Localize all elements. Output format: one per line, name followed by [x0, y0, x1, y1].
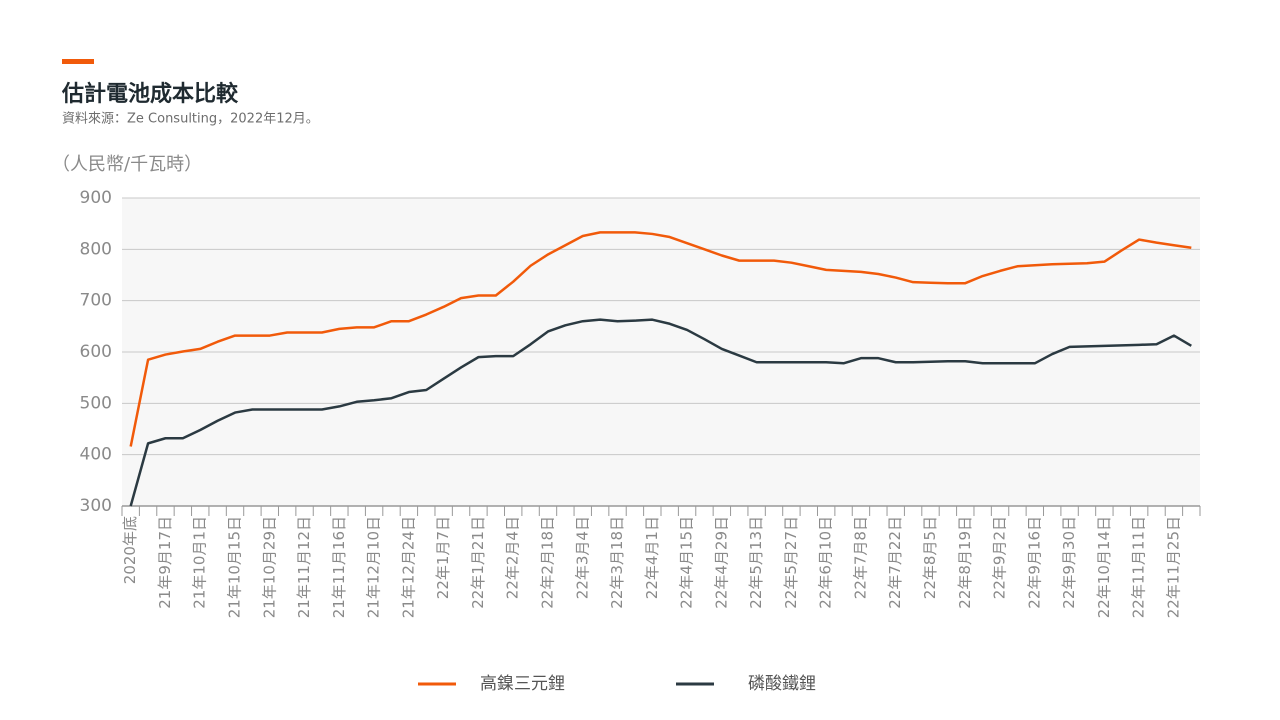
chart-title: 估計電池成本比較	[61, 81, 239, 107]
x-tick-label: 21年12月24日	[399, 516, 417, 618]
x-tick-label: 22年7月8日	[851, 516, 869, 599]
legend-label: 磷酸鐵鋰	[748, 674, 816, 694]
x-tick-label: 21年12月10日	[365, 516, 383, 618]
x-tick-label: 21年9月17日	[156, 516, 174, 609]
y-tick-label: 300	[80, 496, 112, 516]
x-tick-label: 22年9月16日	[1025, 516, 1043, 609]
x-tick-label: 22年3月18日	[608, 516, 626, 609]
x-tick-label: 22年11月25日	[1164, 516, 1182, 618]
accent-bar	[62, 59, 94, 64]
x-tick-label: 22年5月27日	[782, 516, 800, 609]
y-tick-label: 900	[80, 188, 112, 208]
x-tick-label: 22年9月2日	[991, 516, 1009, 599]
x-tick-label: 21年10月15日	[226, 516, 244, 618]
x-tick-label: 22年8月19日	[956, 516, 974, 609]
x-tick-label: 22年6月10日	[817, 516, 835, 609]
x-tick-label: 22年3月4日	[573, 516, 591, 599]
y-axis-label: （人民幣/千瓦時）	[52, 154, 202, 175]
x-tick-label: 22年4月15日	[678, 516, 696, 609]
legend-label: 高鎳三元鋰	[480, 674, 565, 694]
x-tick-label: 22年7月22日	[886, 516, 904, 609]
x-tick-label: 22年11月11日	[1130, 516, 1148, 618]
x-tick-label: 22年10月14日	[1095, 516, 1113, 618]
x-tick-label: 22年9月30日	[1060, 516, 1078, 609]
y-tick-label: 600	[80, 342, 112, 362]
x-tick-label: 2020年底	[121, 516, 139, 584]
y-tick-label: 400	[80, 445, 112, 465]
x-tick-label: 22年8月5日	[921, 516, 939, 599]
y-tick-label: 800	[80, 239, 112, 259]
x-tick-label: 22年1月21日	[469, 516, 487, 609]
x-tick-label: 22年2月18日	[538, 516, 556, 609]
x-tick-label: 21年11月16日	[330, 516, 348, 618]
x-tick-label: 22年4月1日	[643, 516, 661, 599]
series-line	[129, 318, 1192, 507]
series-line	[129, 231, 1192, 447]
x-tick-label: 21年10月1日	[191, 516, 209, 609]
y-tick-label: 700	[80, 291, 112, 311]
x-tick-label: 21年11月12日	[295, 516, 313, 618]
x-tick-label: 22年1月7日	[434, 516, 452, 599]
x-tick-label: 22年4月29日	[712, 516, 730, 609]
y-tick-label: 500	[80, 393, 112, 413]
x-tick-label: 22年2月4日	[504, 516, 522, 599]
chart-subtitle: 資料來源：Ze Consulting，2022年12月。	[62, 112, 319, 127]
x-tick-label: 21年10月29日	[260, 516, 278, 618]
x-tick-label: 22年5月13日	[747, 516, 765, 609]
